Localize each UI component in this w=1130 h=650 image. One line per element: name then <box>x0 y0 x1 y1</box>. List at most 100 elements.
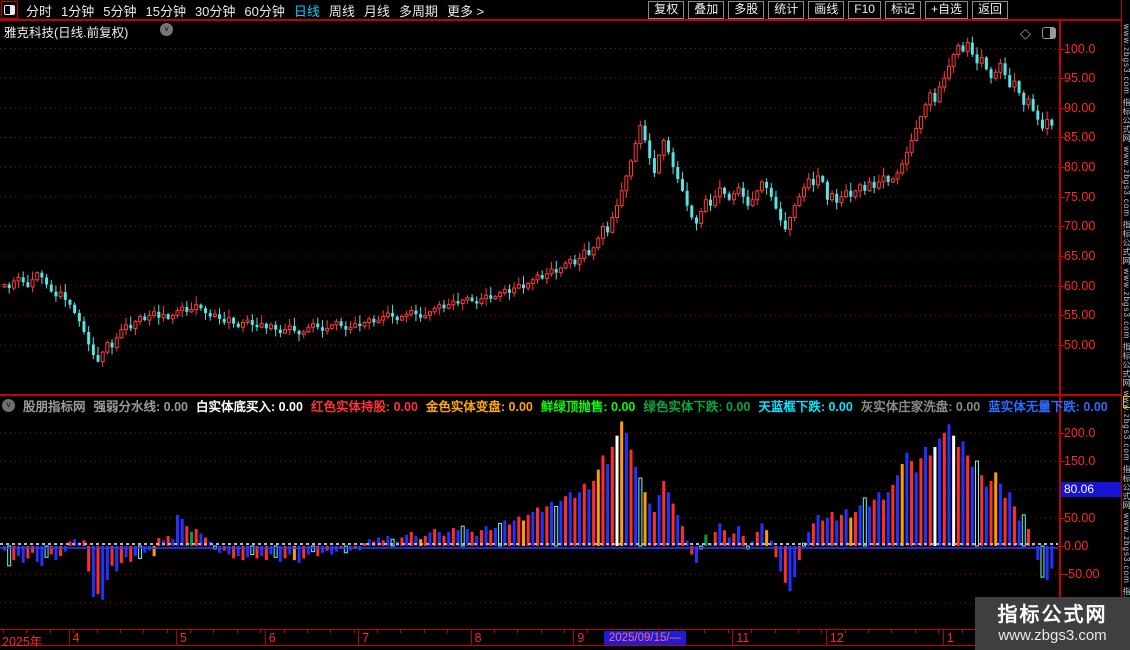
price-tick <box>1058 48 1065 50</box>
sidebar-toggle-button[interactable] <box>1 1 18 19</box>
month-label-9: 9 <box>577 631 585 645</box>
side-watermark-text: www.zbgs3.com 指标公式网 www.zbgs3.com 指标公式网 … <box>1122 24 1130 650</box>
period-tab-5分钟[interactable]: 5分钟 <box>103 3 137 19</box>
price-label-60.00: 60.00 <box>1064 278 1096 293</box>
price-tick <box>1058 285 1065 287</box>
month-separator <box>470 630 472 645</box>
month-label-6: 6 <box>268 631 276 645</box>
title-chevron-down-icon[interactable]: ˅ <box>160 23 173 36</box>
month-separator <box>825 630 827 645</box>
toolbar-button-多股[interactable]: 多股 <box>728 1 765 19</box>
panel-toggle-icon <box>4 5 15 15</box>
axis-tick <box>564 630 566 633</box>
diamond-marker-icon[interactable]: ◇ <box>1020 25 1031 41</box>
panel-divider <box>0 394 1130 396</box>
price-tick <box>1058 226 1065 228</box>
legend-天蓝框下跌: 天蓝框下跌: 0.00 <box>758 399 853 414</box>
axis-tick <box>704 630 706 633</box>
legend-金色实体变盘: 金色实体变盘: 0.00 <box>425 399 533 414</box>
price-label-70.00: 70.00 <box>1064 219 1096 234</box>
axis-tick <box>938 630 940 633</box>
period-tab-60分钟[interactable]: 60分钟 <box>244 3 285 19</box>
watermark-url: www.zbgs3.com <box>998 626 1107 644</box>
period-tab-30分钟[interactable]: 30分钟 <box>194 3 236 19</box>
indicator-tick <box>1058 574 1065 576</box>
price-label-80.00: 80.00 <box>1064 160 1096 175</box>
legend-红色实体持股: 红色实体持股: 0.00 <box>310 399 418 414</box>
price-label-65.00: 65.00 <box>1064 249 1096 264</box>
right-edge-strip: www.zbgs3.com 指标公式网 www.zbgs3.com 指标公式网 … <box>1121 0 1130 650</box>
month-separator <box>732 630 734 645</box>
indicator-legend: ˅ 股朋指标网 强弱分水线: 0.00 白实体底买入: 0.00 红色实体持股: 0… <box>2 397 1108 414</box>
axis-tick <box>119 630 121 633</box>
axis-tick <box>283 630 285 633</box>
axis-tick <box>470 630 472 633</box>
axis-tick <box>190 630 191 633</box>
legend-蓝实体无量下跌: 蓝实体无量下跌: 0.00 <box>988 399 1108 414</box>
month-separator <box>358 630 360 645</box>
axis-divider-top <box>0 629 1130 630</box>
axis-tick <box>3 630 4 633</box>
axis-tick <box>587 630 589 633</box>
period-tab-更多 >[interactable]: 更多 > <box>446 3 485 19</box>
indicator-source-label: 股朋指标网 <box>23 399 86 414</box>
cursor-value-box: 80.06 <box>1061 482 1124 498</box>
axis-tick <box>891 630 893 633</box>
axis-divider-bottom <box>0 645 1130 646</box>
toolbar-button-画线[interactable]: 画线 <box>808 1 845 19</box>
period-tab-月线[interactable]: 月线 <box>363 3 390 19</box>
toolbar-button-统计[interactable]: 统计 <box>768 1 805 19</box>
month-label-5: 5 <box>180 631 187 645</box>
price-label-50.00: 50.00 <box>1064 338 1096 352</box>
period-tab-周线[interactable]: 周线 <box>328 3 355 19</box>
axis-tick <box>447 630 449 633</box>
side-yellow-marker <box>1122 396 1130 408</box>
axis-tick <box>377 630 378 633</box>
period-tab-1分钟[interactable]: 1分钟 <box>61 3 95 19</box>
indicator-label--50.00: -50.00 <box>1064 567 1100 582</box>
month-separator <box>942 630 944 645</box>
period-tab-日线[interactable]: 日线 <box>293 3 320 19</box>
month-label-12: 12 <box>829 631 844 645</box>
axis-tick <box>400 630 402 633</box>
watermark-title: 指标公式网 <box>997 603 1108 626</box>
toolbar-button-F10[interactable]: F10 <box>848 1 881 19</box>
month-label-8: 8 <box>474 631 482 645</box>
axis-tick <box>213 630 215 633</box>
indicator-label-50.00: 50.00 <box>1064 510 1096 525</box>
price-tick <box>1058 78 1065 80</box>
legend-鲜绿顶抛售: 鲜绿顶抛售: 0.00 <box>540 399 636 414</box>
indicator-tick <box>1058 461 1065 463</box>
year-label: 2025年 <box>2 635 43 649</box>
axis-tick <box>797 630 799 633</box>
clipped-bottom-row <box>0 646 1130 650</box>
split-layout-icon[interactable] <box>1042 27 1056 39</box>
price-tick <box>1058 167 1065 169</box>
price-label-100.0: 100.0 <box>1064 41 1096 56</box>
indicator-label-150.0: 150.0 <box>1064 454 1096 469</box>
watermark-box: 指标公式网 www.zbgs3.com <box>975 597 1130 650</box>
collapse-indicator-icon[interactable]: ˅ <box>2 398 15 412</box>
axis-tick <box>517 630 519 633</box>
period-tab-多周期[interactable]: 多周期 <box>398 3 438 19</box>
period-tab-分时[interactable]: 分时 <box>26 3 53 19</box>
month-separator <box>68 630 70 645</box>
price-tick <box>1058 137 1065 139</box>
month-label-11: 11 <box>736 631 750 645</box>
toolbar-button-复权[interactable]: 复权 <box>648 1 685 19</box>
toolbar-button-标记[interactable]: 标记 <box>884 1 921 19</box>
axis-tick <box>73 630 75 633</box>
axis-tick <box>821 630 823 633</box>
toolbar-button-返回[interactable]: 返回 <box>971 1 1008 19</box>
toolbar-button-叠加[interactable]: 叠加 <box>688 1 725 19</box>
axis-tick <box>143 630 145 633</box>
axis-tick <box>844 630 846 633</box>
axis-tick <box>423 630 425 633</box>
period-tabs: 分时 1分钟 5分钟 15分钟 30分钟 60分钟 日线 周线 月线 多周期 更多 > <box>26 0 484 20</box>
price-label-90.00: 90.00 <box>1064 100 1096 115</box>
price-tick <box>1058 107 1065 109</box>
toolbar-button-+自选[interactable]: +自选 <box>924 1 968 19</box>
period-tab-15分钟[interactable]: 15分钟 <box>145 3 186 19</box>
